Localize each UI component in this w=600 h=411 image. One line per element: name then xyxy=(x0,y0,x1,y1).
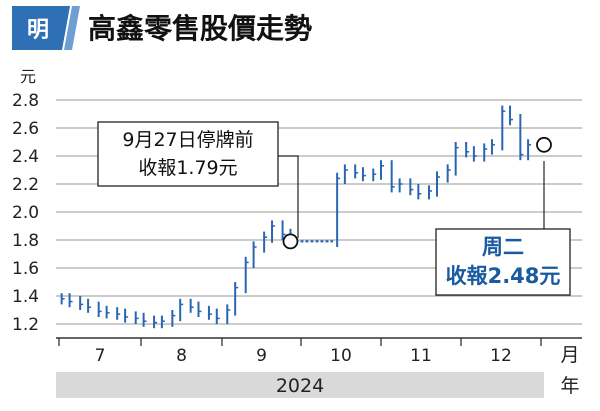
x-tick-label: 8 xyxy=(176,346,187,366)
annotation-halt: 9月27日停牌前 收報1.79元 xyxy=(97,121,299,250)
y-tick-label: 1.2 xyxy=(12,315,39,335)
y-tick-label: 1.8 xyxy=(12,231,39,251)
x-tick-label: 10 xyxy=(330,346,352,366)
annotation-halt-line-2: 收報1.79元 xyxy=(138,157,237,179)
annotation-halt-leader xyxy=(278,155,299,238)
annotation-halt-marker xyxy=(282,233,299,250)
logo-badge xyxy=(12,6,70,50)
y-tick-label: 1.6 xyxy=(12,259,39,279)
header: 明 高鑫零售股價走勢 xyxy=(12,6,312,50)
x-axis-unit: 月 xyxy=(560,344,579,366)
y-tick-label: 2.8 xyxy=(12,91,39,111)
y-tick-label: 2.0 xyxy=(12,203,39,223)
y-tick-label: 2.6 xyxy=(12,119,39,139)
y-tick-labels: 1.2 1.4 1.6 1.8 2.0 2.2 2.4 2.6 2.8 xyxy=(12,91,39,335)
x-tick-label: 12 xyxy=(490,346,512,366)
year-unit: 年 xyxy=(560,375,579,397)
annotation-latest-line-2: 收報2.48元 xyxy=(446,264,561,288)
y-tick-label: 2.4 xyxy=(12,147,39,167)
annotation-latest-box xyxy=(435,228,571,296)
annotation-latest: 周二 收報2.48元 xyxy=(435,136,571,296)
x-tick-labels: 7 8 9 10 11 12 xyxy=(58,338,542,366)
annotation-latest-marker xyxy=(536,136,552,153)
annotation-halt-line-1: 9月27日停牌前 xyxy=(122,129,253,151)
annotation-latest-line-1: 周二 xyxy=(482,235,524,259)
x-tick-label: 9 xyxy=(256,346,267,366)
y-axis-unit: 元 xyxy=(20,67,36,86)
chart-title: 高鑫零售股價走勢 xyxy=(88,12,312,45)
annotation-halt-box xyxy=(97,121,279,187)
x-tick-label: 7 xyxy=(95,346,106,366)
y-tick-label: 2.2 xyxy=(12,175,39,195)
logo-badge-stripe xyxy=(64,6,80,50)
logo-badge-text: 明 xyxy=(27,18,49,43)
x-tick-label: 11 xyxy=(410,346,432,366)
year-band xyxy=(56,372,544,398)
year-label: 2024 xyxy=(276,375,324,397)
price-bars xyxy=(60,105,532,329)
y-tick-label: 1.4 xyxy=(12,287,39,307)
